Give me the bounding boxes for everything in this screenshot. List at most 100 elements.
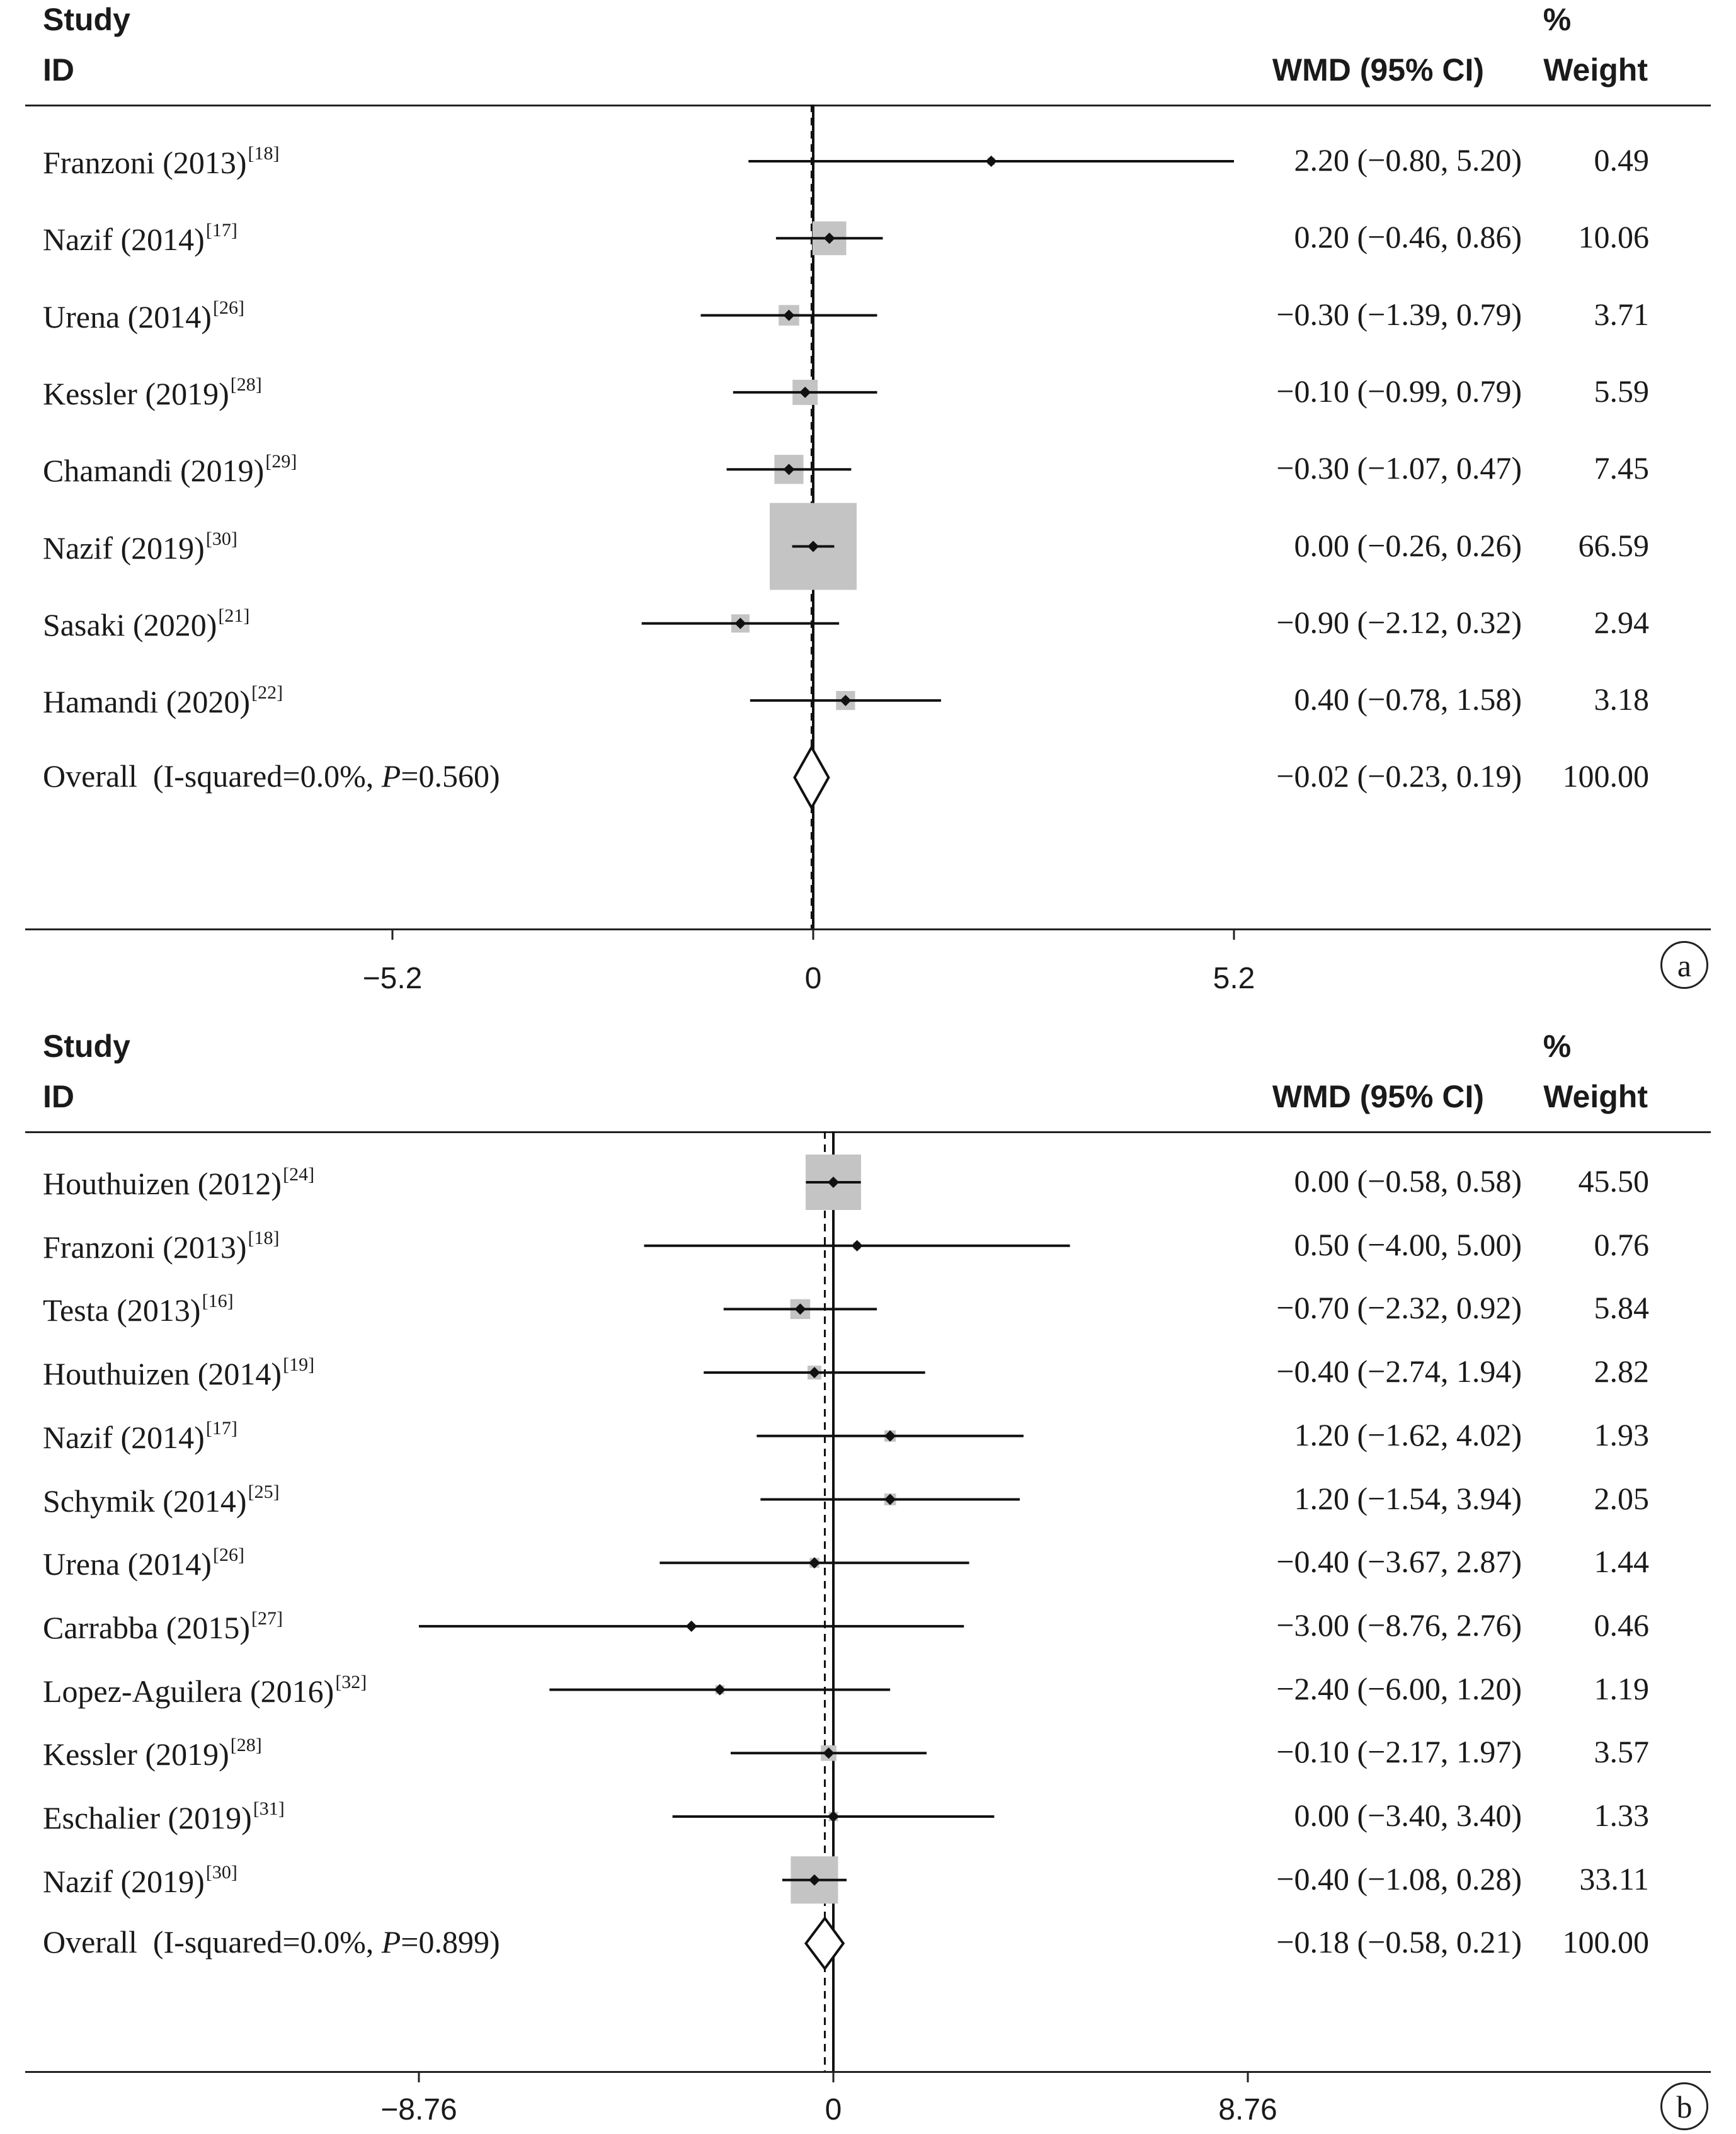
overall-label-p: P xyxy=(381,758,401,794)
study-name: Hamandi (2020) xyxy=(43,684,251,720)
weight-value: 2.94 xyxy=(1594,604,1650,640)
point-estimate xyxy=(851,1240,863,1252)
study-ref: [18] xyxy=(248,143,280,164)
point-estimate xyxy=(783,464,795,476)
study-label: Kessler (2019)[28] xyxy=(43,1735,262,1772)
study-label: Nazif (2019)[30] xyxy=(43,1863,237,1897)
weight-value: 10.06 xyxy=(1578,219,1650,255)
study-label: Eschalier (2019)[31] xyxy=(43,1800,285,1834)
point-estimate xyxy=(783,309,795,321)
study-label: Urena (2014)[26] xyxy=(43,298,244,334)
point-estimate xyxy=(808,540,819,552)
overall-label-text: Overall (I-squared=0.0%, xyxy=(43,1924,382,1960)
study-name: Schymik (2014) xyxy=(43,1483,247,1519)
effect-ci: 0.00 (−3.40, 3.40) xyxy=(1294,1798,1522,1833)
study-name: Chamandi (2019) xyxy=(43,453,265,489)
study-ref: [22] xyxy=(251,682,283,704)
study-name: Urena (2014) xyxy=(43,1546,212,1582)
weight-value: 0.49 xyxy=(1594,142,1650,178)
study-name: Carrabba (2015) xyxy=(43,1609,251,1645)
study-name: Nazif (2019) xyxy=(43,1863,205,1899)
header-study: Study xyxy=(43,1029,130,1064)
weight-value: 1.19 xyxy=(1594,1670,1650,1706)
effect-ci: 0.20 (−0.46, 0.86) xyxy=(1294,219,1522,255)
study-label: Franzoni (2013)[18] xyxy=(43,143,280,179)
study-ref: [19] xyxy=(283,1354,315,1376)
study-label: Houthuizen (2012)[24] xyxy=(43,1165,314,1201)
point-estimate xyxy=(985,156,997,167)
study-label: Hamandi (2020)[22] xyxy=(43,682,283,720)
study-ref: [18] xyxy=(248,1227,280,1248)
point-estimate xyxy=(734,617,746,629)
header-effect: WMD (95% CI) xyxy=(1272,52,1484,88)
header-weight: Weight xyxy=(1543,1079,1648,1114)
point-estimate xyxy=(828,1811,839,1822)
effect-ci: 1.20 (−1.54, 3.94) xyxy=(1294,1480,1522,1516)
effect-ci: −0.70 (−2.32, 0.92) xyxy=(1276,1290,1522,1326)
effect-ci: −2.40 (−6.00, 1.20) xyxy=(1276,1670,1522,1706)
point-estimate xyxy=(799,386,811,398)
effect-ci: −0.90 (−2.12, 0.32) xyxy=(1276,604,1522,640)
point-estimate xyxy=(808,1557,820,1569)
study-ref: [30] xyxy=(205,1861,237,1883)
weight-value: 3.57 xyxy=(1594,1734,1650,1770)
point-estimate xyxy=(808,1367,820,1379)
weight-value: 7.45 xyxy=(1594,450,1650,486)
study-name: Kessler (2019) xyxy=(43,375,229,411)
panel-label-a: a xyxy=(1660,941,1708,989)
point-estimate xyxy=(884,1430,896,1442)
study-label: Lopez-Aguilera (2016)[32] xyxy=(43,1671,367,1707)
overall-effect-ci: −0.02 (−0.23, 0.19) xyxy=(1276,758,1522,794)
study-label: Testa (2013)[16] xyxy=(43,1291,234,1327)
weight-value: 45.50 xyxy=(1578,1163,1650,1199)
weight-value: 33.11 xyxy=(1579,1861,1649,1897)
study-ref: [17] xyxy=(205,220,237,241)
study-label: Nazif (2019)[30] xyxy=(43,528,237,564)
x-tick-label: 0 xyxy=(825,2093,842,2126)
point-estimate xyxy=(828,1177,839,1188)
header-weight: Weight xyxy=(1543,52,1648,88)
study-ref: [32] xyxy=(335,1671,367,1692)
study-ref: [25] xyxy=(248,1481,280,1502)
weight-value: 2.05 xyxy=(1594,1480,1650,1516)
study-name: Nazif (2014) xyxy=(43,1419,205,1455)
weight-value: 1.44 xyxy=(1594,1544,1650,1580)
study-ref: [31] xyxy=(253,1798,285,1819)
point-estimate xyxy=(840,695,852,707)
x-tick-label: 0 xyxy=(804,962,822,995)
study-ref: [30] xyxy=(205,528,237,549)
weight-value: 1.33 xyxy=(1594,1798,1650,1833)
overall-label: Overall (I-squared=0.0%, P=0.560) xyxy=(43,760,500,792)
header-rule xyxy=(25,105,1711,106)
study-ref: [16] xyxy=(202,1291,234,1312)
effect-ci: −0.40 (−1.08, 0.28) xyxy=(1276,1861,1522,1897)
study-label: Chamandi (2019)[29] xyxy=(43,452,297,489)
forest-plot-b: Study ID WMD (95% CI) % Weight Houthuize… xyxy=(0,1020,1736,2134)
forest-plot-a: Study ID WMD (95% CI) % Weight Franzoni … xyxy=(0,0,1736,1020)
study-name: Kessler (2019) xyxy=(43,1737,229,1772)
study-name: Houthuizen (2012) xyxy=(43,1166,282,1201)
effect-ci: 0.40 (−0.78, 1.58) xyxy=(1294,682,1522,717)
study-label: Urena (2014)[26] xyxy=(43,1546,244,1580)
overall-diamond xyxy=(793,745,830,811)
point-estimate xyxy=(794,1303,806,1315)
axis-line xyxy=(25,928,1711,930)
study-name: Franzoni (2013) xyxy=(43,1229,247,1265)
point-estimate xyxy=(823,1747,835,1759)
weight-value: 3.18 xyxy=(1594,682,1650,717)
study-name: Urena (2014) xyxy=(43,299,212,334)
point-estimate xyxy=(808,1874,820,1886)
study-label: Franzoni (2013)[18] xyxy=(43,1227,280,1265)
weight-value: 5.84 xyxy=(1594,1290,1650,1326)
x-tick-label: −8.76 xyxy=(380,2093,457,2126)
effect-ci: −3.00 (−8.76, 2.76) xyxy=(1276,1607,1522,1643)
header-study: Study xyxy=(43,2,130,37)
study-ref: [28] xyxy=(230,1735,262,1756)
study-label: Nazif (2014)[17] xyxy=(43,220,237,256)
overall-diamond xyxy=(804,1916,845,1971)
overall-label: Overall (I-squared=0.0%, P=0.899) xyxy=(43,1926,500,1958)
study-label: Kessler (2019)[28] xyxy=(43,375,262,409)
overall-label-value: =0.899) xyxy=(401,1924,500,1960)
study-label: Nazif (2014)[17] xyxy=(43,1418,237,1455)
study-label: Carrabba (2015)[27] xyxy=(43,1609,283,1643)
